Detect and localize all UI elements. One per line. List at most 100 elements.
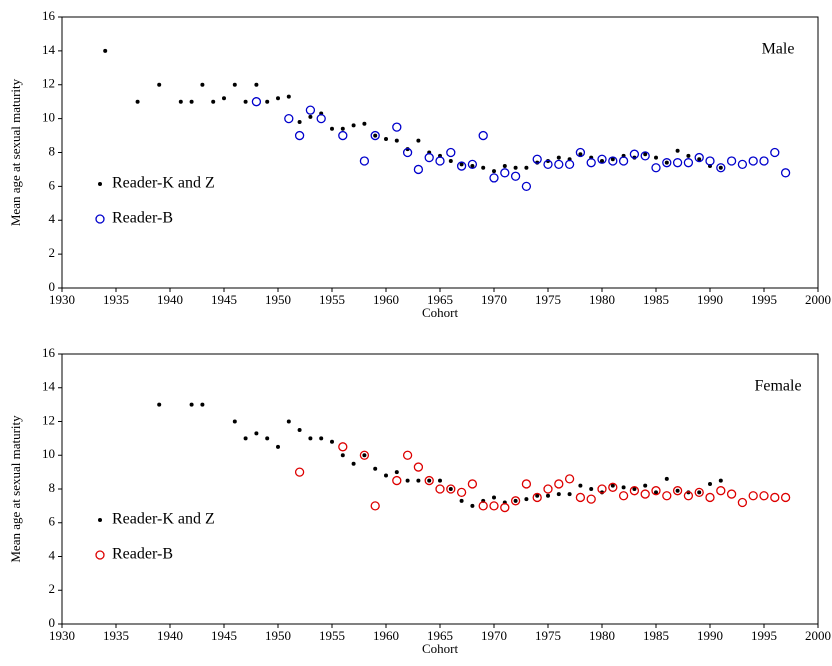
- point: [448, 487, 453, 491]
- y-axis-label: Mean age at sexual maturity: [8, 78, 23, 226]
- y-tick-label: 2: [49, 245, 56, 260]
- point: [705, 492, 715, 503]
- point: [651, 486, 661, 496]
- y-tick-label: 4: [49, 211, 56, 226]
- point: [492, 169, 496, 174]
- point: [675, 488, 680, 493]
- x-tick-label: 1970: [481, 292, 507, 307]
- point: [305, 105, 316, 115]
- point: [608, 156, 618, 166]
- x-tick-label: 1970: [481, 628, 507, 643]
- point: [157, 82, 162, 87]
- point: [716, 486, 726, 496]
- point: [662, 158, 672, 168]
- point: [424, 152, 434, 163]
- point: [597, 154, 607, 164]
- point: [478, 130, 488, 141]
- point: [532, 492, 542, 503]
- x-tick-label: 1965: [427, 292, 453, 307]
- point: [748, 491, 758, 501]
- point: [413, 462, 424, 472]
- point: [575, 147, 586, 158]
- point: [200, 82, 205, 87]
- point: [575, 492, 586, 503]
- point: [759, 156, 769, 166]
- point: [359, 156, 370, 166]
- plot-frame: [61, 16, 819, 289]
- point: [435, 484, 445, 494]
- point: [286, 419, 291, 424]
- point: [694, 152, 704, 163]
- panel: 0 2 4 6 8 10 12 14 16 1930 1935 1940 1945 1950 1955 196…: [8, 345, 831, 656]
- y-tick-label: 4: [49, 547, 56, 562]
- point: [251, 97, 262, 107]
- point: [513, 498, 518, 503]
- x-tick-label: 1945: [211, 292, 237, 307]
- x-tick-label: 1965: [427, 628, 453, 643]
- point: [718, 165, 723, 170]
- x-tick-label: 1950: [265, 292, 291, 307]
- legend-marker: [98, 518, 102, 522]
- x-tick-label: 1980: [589, 628, 615, 643]
- point: [610, 483, 615, 488]
- point: [362, 121, 367, 126]
- point: [554, 479, 564, 489]
- point: [532, 154, 542, 164]
- point: [351, 461, 356, 466]
- point: [308, 114, 313, 119]
- point: [297, 427, 302, 432]
- x-tick-label: 1950: [265, 628, 291, 643]
- point: [683, 491, 694, 501]
- point: [748, 156, 758, 166]
- point: [467, 479, 478, 489]
- y-tick-label: 14: [42, 42, 56, 57]
- legend-label: Reader-K and Z: [112, 511, 215, 528]
- x-tick-label: 1995: [751, 628, 777, 643]
- point: [737, 497, 748, 508]
- point: [578, 483, 583, 488]
- x-axis-label: Cohort: [422, 305, 459, 320]
- point: [608, 482, 618, 492]
- point: [373, 133, 378, 138]
- x-tick-label: 1960: [373, 292, 399, 307]
- point: [672, 158, 683, 168]
- point: [402, 450, 413, 460]
- point: [567, 492, 572, 497]
- x-tick-label: 1940: [157, 628, 183, 643]
- point: [737, 159, 748, 170]
- point: [521, 479, 532, 489]
- point: [510, 171, 521, 181]
- y-tick-label: 10: [42, 446, 55, 461]
- point: [543, 484, 553, 494]
- point: [556, 492, 561, 497]
- point: [384, 473, 388, 478]
- point: [546, 493, 550, 498]
- point: [178, 99, 183, 104]
- point: [640, 151, 650, 161]
- point: [459, 498, 464, 503]
- point: [394, 138, 399, 143]
- point: [618, 491, 629, 501]
- point: [686, 153, 691, 158]
- point: [629, 486, 640, 496]
- x-tick-label: 1960: [373, 628, 399, 643]
- point: [265, 99, 270, 104]
- point: [330, 439, 334, 444]
- y-tick-label: 0: [49, 279, 56, 294]
- point: [759, 491, 769, 501]
- point: [232, 419, 237, 424]
- point: [481, 165, 486, 170]
- point: [492, 495, 496, 500]
- x-tick-label: 2000: [805, 292, 831, 307]
- panel-label: Male: [762, 41, 795, 58]
- x-axis-label: Cohort: [422, 641, 459, 656]
- x-tick-label: 1985: [643, 628, 669, 643]
- x-tick-label: 1930: [49, 628, 75, 643]
- point: [632, 487, 637, 491]
- x-tick-label: 1990: [697, 628, 723, 643]
- point: [675, 148, 680, 153]
- point: [189, 99, 194, 104]
- x-tick-label: 1985: [643, 292, 669, 307]
- point: [651, 163, 661, 173]
- point: [316, 113, 326, 124]
